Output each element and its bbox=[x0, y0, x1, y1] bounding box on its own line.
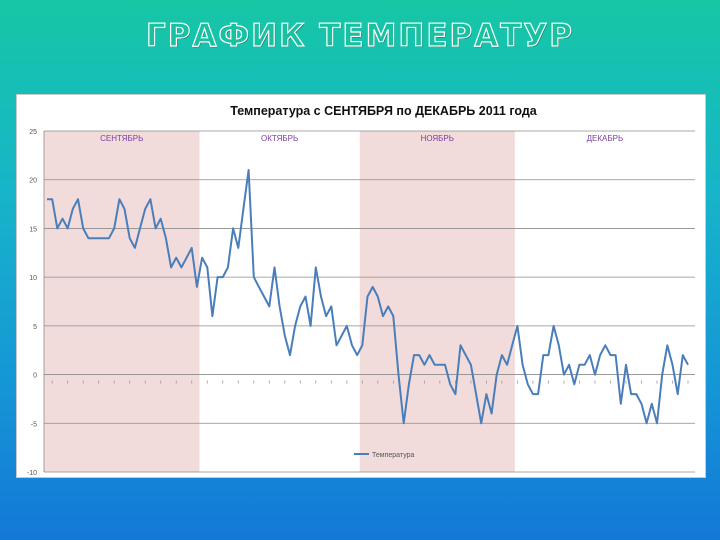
y-tick-label: 0 bbox=[33, 373, 37, 380]
legend-label: Температура bbox=[372, 452, 415, 459]
y-tick-label: 20 bbox=[29, 178, 37, 185]
month-label: ДЕКАБРЬ bbox=[587, 134, 624, 143]
slide-title: ГРАФИК ТЕМПЕРАТУР bbox=[145, 17, 575, 54]
month-label: СЕНТЯБРЬ bbox=[100, 134, 143, 143]
y-tick-label: -5 bbox=[31, 421, 37, 428]
chart-title: Температура с СЕНТЯБРЯ по ДЕКАБРЬ 2011 г… bbox=[230, 104, 538, 118]
y-tick-label: 15 bbox=[29, 226, 37, 233]
y-tick-label: 25 bbox=[29, 129, 37, 136]
y-tick-label: 5 bbox=[33, 324, 37, 331]
temperature-chart: СЕНТЯБРЬ ОКТЯБРЬ НОЯБРЬ ДЕКАБРЬ 25 20 15 10 5 0 -5… bbox=[27, 104, 695, 477]
series-line-temperature bbox=[47, 169, 689, 425]
month-band bbox=[44, 131, 200, 472]
y-tick-label: -10 bbox=[27, 470, 37, 477]
month-label: ОКТЯБРЬ bbox=[261, 134, 298, 143]
y-tick-label: 10 bbox=[29, 275, 37, 282]
month-label: НОЯБРЬ bbox=[421, 134, 454, 143]
month-band bbox=[359, 131, 515, 472]
chart-container: СЕНТЯБРЬ ОКТЯБРЬ НОЯБРЬ ДЕКАБРЬ 25 20 15 10 5 0 -5… bbox=[16, 94, 706, 478]
